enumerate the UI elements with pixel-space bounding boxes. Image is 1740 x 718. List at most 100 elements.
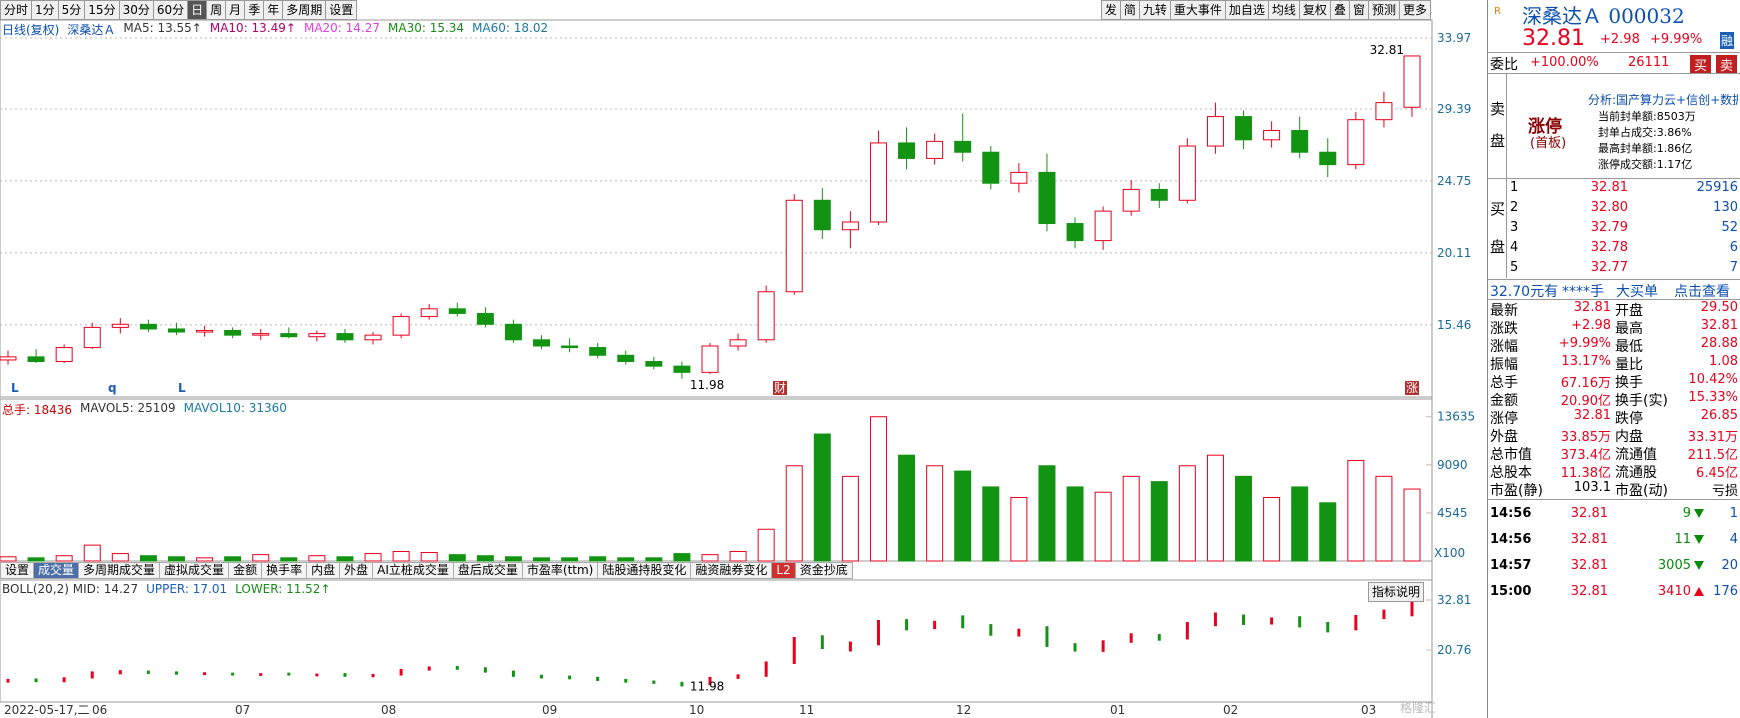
y-tick-label: 33.97 [1437, 31, 1471, 45]
stat-label: 换手(实) [1615, 393, 1668, 409]
indicator-tab[interactable]: 陆股通持股变化 [597, 562, 692, 579]
bid-level: 4 [1510, 240, 1519, 255]
candle-body [224, 329, 242, 336]
period-button[interactable]: 5分 [57, 0, 86, 20]
action-button[interactable]: 更多 [1398, 0, 1431, 20]
indicator-tab[interactable]: 融资融券变化 [690, 562, 773, 579]
action-button[interactable]: 复权 [1298, 0, 1331, 20]
candle-body [982, 151, 1000, 184]
flag: R [1494, 6, 1501, 17]
indicator-tab[interactable]: 内盘 [306, 562, 341, 579]
indicator-tab[interactable]: 虚拟成交量 [159, 562, 230, 579]
stat-label: 金额 [1490, 393, 1518, 409]
volume-bar [504, 556, 522, 562]
indicator-tab[interactable]: 设置 [0, 562, 35, 579]
action-button[interactable]: 均线 [1267, 0, 1300, 20]
period-button[interactable]: 设置 [325, 0, 358, 20]
candle-body [0, 356, 17, 361]
indicator-tab[interactable]: 市盈率(ttm) [521, 562, 599, 579]
period-button[interactable]: 15分 [84, 0, 120, 20]
indicator-tab[interactable]: L2 [771, 562, 796, 579]
period-button[interactable]: 年 [263, 0, 284, 20]
period-button[interactable]: 多周期 [282, 0, 327, 20]
bid-volume: 25916 [1696, 180, 1738, 195]
side-divider [1506, 73, 1507, 278]
sell-button[interactable]: 卖 [1716, 55, 1738, 74]
signal-marker: L [11, 381, 19, 395]
period-button[interactable]: 60分 [152, 0, 189, 20]
indicator-tab[interactable]: 成交量 [33, 562, 80, 579]
candle-body [252, 333, 270, 336]
y-tick-label: 20.76 [1437, 643, 1471, 657]
stat-value: 1.08 [1709, 354, 1738, 369]
stat-value: 15.33% [1688, 390, 1738, 405]
candle-body [898, 142, 916, 159]
volume-bar [1038, 465, 1056, 562]
candle-body [617, 354, 635, 363]
volume-bar [617, 557, 635, 562]
volume-bar [448, 554, 466, 562]
date-label: 01 [1110, 703, 1125, 717]
candle-body [1038, 171, 1056, 225]
y-tick-label: 20.11 [1437, 246, 1471, 260]
period-button[interactable]: 30分 [118, 0, 154, 20]
candle-body [1094, 210, 1112, 242]
sell-label: 盘 [1490, 132, 1506, 150]
y-tick-label: 29.39 [1437, 102, 1471, 116]
stat-label: 流通值 [1615, 447, 1657, 463]
indicator-tab[interactable]: 外盘 [339, 562, 374, 579]
candle-body [392, 316, 410, 336]
action-button[interactable]: 重大事件 [1169, 0, 1226, 20]
action-button[interactable]: 预测 [1367, 0, 1400, 20]
buy-button[interactable]: 买 [1690, 55, 1712, 74]
indicator-tab[interactable]: 金额 [228, 562, 263, 579]
volume-bar [139, 555, 157, 562]
period-button[interactable]: 周 [206, 0, 227, 20]
indicator-tab[interactable]: 盘后成交量 [452, 562, 523, 579]
volume-bar [0, 556, 17, 562]
period-button[interactable]: 1分 [31, 0, 59, 20]
tick-price: 32.81 [1570, 558, 1608, 573]
bid-price: 32.81 [1590, 180, 1628, 195]
volume-bar [673, 553, 691, 562]
date-label: 03 [1361, 703, 1376, 717]
candle-body [954, 140, 972, 153]
stat-label: 开盘 [1615, 303, 1643, 319]
candle-body [364, 334, 382, 341]
quote-panel: R 深桑达Ａ 000032 32.81 +2.98 +9.99% 融委比 +100.00% 2… [1487, 0, 1740, 718]
watermark: 格隆汇 [1400, 700, 1436, 715]
bid-price: 32.78 [1590, 240, 1628, 255]
action-button[interactable]: 简 [1119, 0, 1140, 20]
volume-bar [252, 554, 270, 562]
indicator-tab[interactable]: 换手率 [261, 562, 308, 579]
stat-label: 涨跌 [1490, 321, 1518, 337]
period-button[interactable]: 季 [244, 0, 265, 20]
period-button[interactable]: 月 [225, 0, 246, 20]
action-button[interactable]: 叠 [1329, 0, 1350, 20]
big-order[interactable]: 大买单 [1616, 284, 1658, 300]
action-button[interactable]: 加自选 [1224, 0, 1269, 20]
candle-body [1010, 171, 1028, 184]
stat-label: 总股本 [1490, 465, 1532, 481]
candle-body [448, 308, 466, 314]
period-button[interactable]: 日 [187, 0, 208, 20]
indicator-tab[interactable]: 资金抄底 [794, 562, 853, 579]
tick-price: 32.81 [1570, 532, 1608, 547]
action-button[interactable]: 发 [1100, 0, 1121, 20]
volume-bar [392, 550, 410, 562]
tick-price: 32.81 [1570, 506, 1608, 521]
indicator-tab[interactable]: AI立桩成交量 [372, 562, 454, 579]
candle-body [729, 339, 747, 347]
date-label: 10 [689, 703, 704, 717]
stock-title: 深桑达Ａ 000032 [1522, 4, 1685, 28]
help-button[interactable]: 指标说明 [1368, 582, 1425, 602]
period-button[interactable]: 分时 [0, 0, 33, 20]
action-button[interactable]: 九转 [1138, 0, 1171, 20]
stat-value: 26.85 [1700, 408, 1738, 423]
indicator-tab[interactable]: 多周期成交量 [78, 562, 161, 579]
volume-bar [982, 486, 1000, 562]
action-bar: 发简九转 重大事件 加自选 均线 复权叠窗预测 更多 [1100, 0, 1431, 20]
big-order[interactable]: 点击查看 [1674, 284, 1730, 300]
divider [1488, 299, 1740, 300]
action-button[interactable]: 窗 [1348, 0, 1369, 20]
